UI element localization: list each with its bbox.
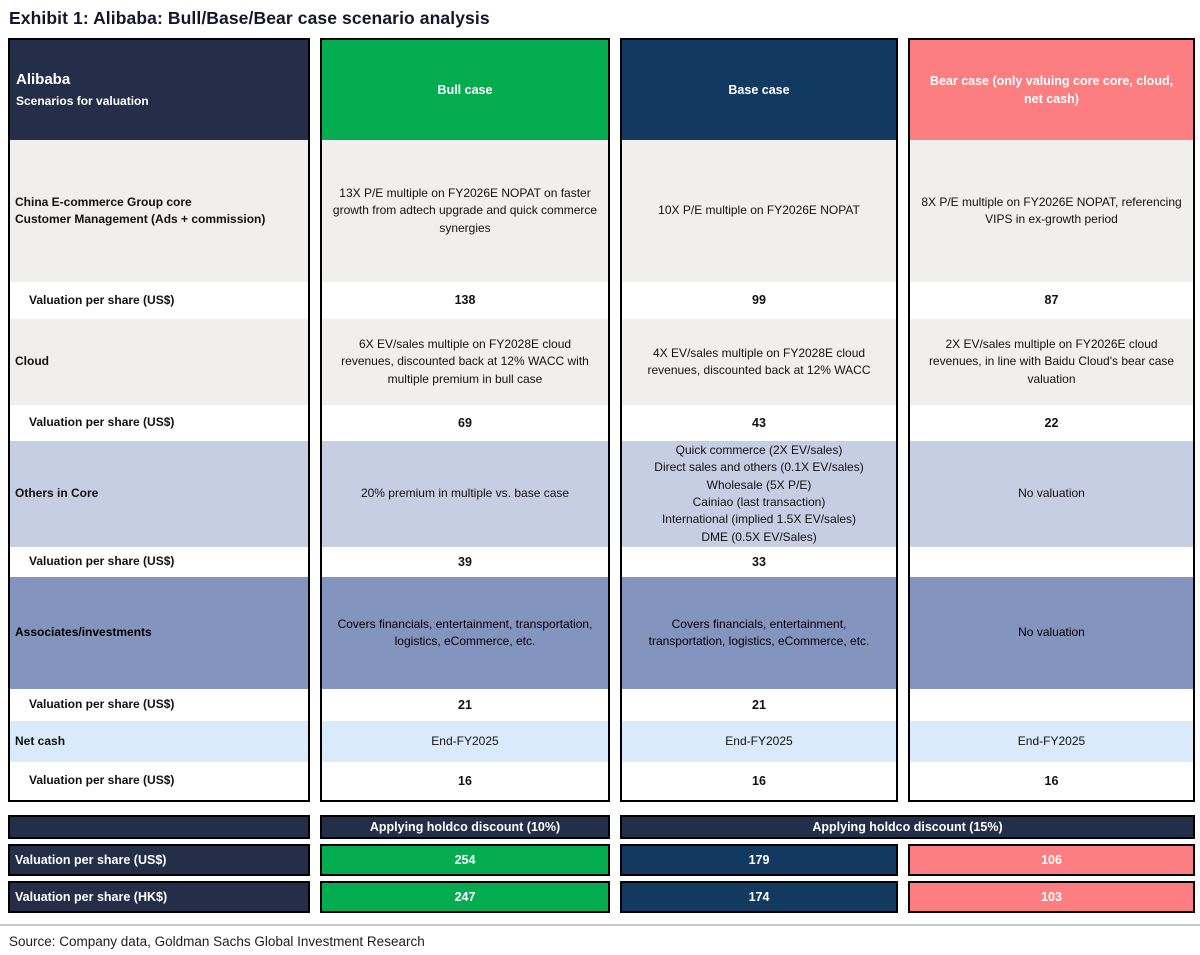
bear-cloud-desc: 2X EV/sales multiple on FY2026E cloud re… [910,319,1193,405]
holdco-band-basebear: Applying holdco discount (15%) [620,815,1195,839]
base-others-value: 33 [622,547,896,577]
bull-others-desc: 20% premium in multiple vs. base case [322,441,608,547]
bear-netcash-value: 16 [910,762,1193,800]
base-cloud-desc: 4X EV/sales multiple on FY2028E cloud re… [622,319,896,405]
holdco-hkd-row: Valuation per share (HK$) 247 174 103 [8,881,1195,913]
holdco-usd-base: 179 [620,844,898,876]
bear-ecommerce-value: 87 [910,282,1193,319]
bear-netcash-desc: End-FY2025 [910,721,1193,762]
base-netcash-value: 16 [622,762,896,800]
base-header-cell: Base case [622,40,896,140]
base-netcash-desc: End-FY2025 [622,721,896,762]
bear-header-cell: Bear case (only valuing core core, cloud… [910,40,1193,140]
holdco-usd-row: Valuation per share (US$) 254 179 106 [8,844,1195,876]
row-label-valuation-1: Valuation per share (US$) [10,282,308,319]
bear-others-desc: No valuation [910,441,1193,547]
bear-associates-value [910,689,1193,721]
column-labels: Alibaba Scenarios for valuation China E-… [8,38,310,802]
holdco-usd-bear: 106 [908,844,1195,876]
bull-netcash-desc: End-FY2025 [322,721,608,762]
row-label-valuation-4: Valuation per share (US$) [10,689,308,721]
holdco-band-bull: Applying holdco discount (10%) [320,815,610,839]
bear-associates-desc: No valuation [910,577,1193,689]
column-base: Base case 10X P/E multiple on FY2026E NO… [620,38,898,802]
row-label-ecommerce-title: China E-commerce Group core [15,194,192,209]
base-associates-desc: Covers financials, entertainment, transp… [622,577,896,689]
bear-ecommerce-desc: 8X P/E multiple on FY2026E NOPAT, refere… [910,140,1193,282]
row-label-valuation-3: Valuation per share (US$) [10,547,308,577]
bull-netcash-value: 16 [322,762,608,800]
holdco-hkd-base: 174 [620,881,898,913]
bull-cloud-value: 69 [322,405,608,441]
holdco-hkd-label: Valuation per share (HK$) [8,881,310,913]
row-label-valuation-5: Valuation per share (US$) [10,762,308,800]
holdco-usd-label: Valuation per share (US$) [8,844,310,876]
bull-header-cell: Bull case [322,40,608,140]
source-divider [0,924,1200,926]
column-bear: Bear case (only valuing core core, cloud… [908,38,1195,802]
scenario-table: Alibaba Scenarios for valuation China E-… [8,38,1195,913]
holdco-band-label [8,815,310,839]
row-label-netcash: Net cash [10,721,308,762]
holdco-hkd-bull: 247 [320,881,610,913]
exhibit-title: Exhibit 1: Alibaba: Bull/Base/Bear case … [9,8,490,28]
holdco-hkd-bear: 103 [908,881,1195,913]
label-header-cell: Alibaba Scenarios for valuation [10,40,308,140]
company-name: Alibaba [16,71,71,89]
column-bull: Bull case 13X P/E multiple on FY2026E NO… [320,38,610,802]
holdco-usd-bull: 254 [320,844,610,876]
row-label-others: Others in Core [10,441,308,547]
bull-ecommerce-desc: 13X P/E multiple on FY2026E NOPAT on fas… [322,140,608,282]
holdco-section: Applying holdco discount (10%) Applying … [8,815,1195,913]
bull-associates-value: 21 [322,689,608,721]
bull-ecommerce-value: 138 [322,282,608,319]
header-subtitle: Scenarios for valuation [16,94,149,109]
bear-cloud-value: 22 [910,405,1193,441]
table-columns: Alibaba Scenarios for valuation China E-… [8,38,1195,802]
base-others-desc: Quick commerce (2X EV/sales) Direct sale… [622,441,896,547]
base-ecommerce-value: 99 [622,282,896,319]
base-associates-value: 21 [622,689,896,721]
bull-others-value: 39 [322,547,608,577]
base-cloud-value: 43 [622,405,896,441]
source-note: Source: Company data, Goldman Sachs Glob… [9,934,425,949]
bull-associates-desc: Covers financials, entertainment, transp… [322,577,608,689]
row-label-cloud: Cloud [10,319,308,405]
row-label-ecommerce: China E-commerce Group core Customer Mana… [10,140,308,282]
row-label-valuation-2: Valuation per share (US$) [10,405,308,441]
row-label-ecommerce-sub: Customer Management (Ads + commission) [15,212,266,226]
base-ecommerce-desc: 10X P/E multiple on FY2026E NOPAT [622,140,896,282]
row-label-associates: Associates/investments [10,577,308,689]
bull-cloud-desc: 6X EV/sales multiple on FY2028E cloud re… [322,319,608,405]
holdco-band-row: Applying holdco discount (10%) Applying … [8,815,1195,839]
bear-others-value [910,547,1193,577]
